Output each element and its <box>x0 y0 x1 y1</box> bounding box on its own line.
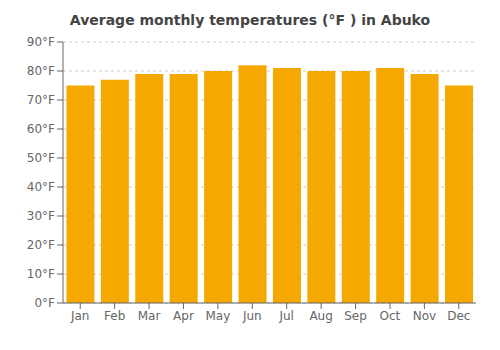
svg-text:Sep: Sep <box>344 309 367 323</box>
svg-text:Nov: Nov <box>413 309 436 323</box>
svg-text:Jun: Jun <box>242 309 262 323</box>
svg-text:10°F: 10°F <box>27 267 55 281</box>
svg-text:30°F: 30°F <box>27 209 55 223</box>
svg-text:Jul: Jul <box>278 309 293 323</box>
svg-text:0°F: 0°F <box>34 296 55 310</box>
svg-text:20°F: 20°F <box>27 238 55 252</box>
svg-text:Feb: Feb <box>104 309 125 323</box>
svg-text:70°F: 70°F <box>27 93 55 107</box>
html-text:Average monthly temperatures (: Average monthly temperatures (°F ) in Ab… <box>69 12 431 28</box>
svg-text:90°F: 90°F <box>27 35 55 49</box>
svg-text:80°F: 80°F <box>27 64 55 78</box>
svg-text:40°F: 40°F <box>27 180 55 194</box>
svg-text:Dec: Dec <box>447 309 470 323</box>
svg-text:Aug: Aug <box>309 309 332 323</box>
svg-text:Mar: Mar <box>138 309 161 323</box>
svg-text:Apr: Apr <box>173 309 194 323</box>
svg-text:50°F: 50°F <box>27 151 55 165</box>
svg-text:Oct: Oct <box>380 309 401 323</box>
svg-text:60°F: 60°F <box>27 122 55 136</box>
svg-text:Jan: Jan <box>70 309 90 323</box>
svg-text:May: May <box>205 309 230 323</box>
